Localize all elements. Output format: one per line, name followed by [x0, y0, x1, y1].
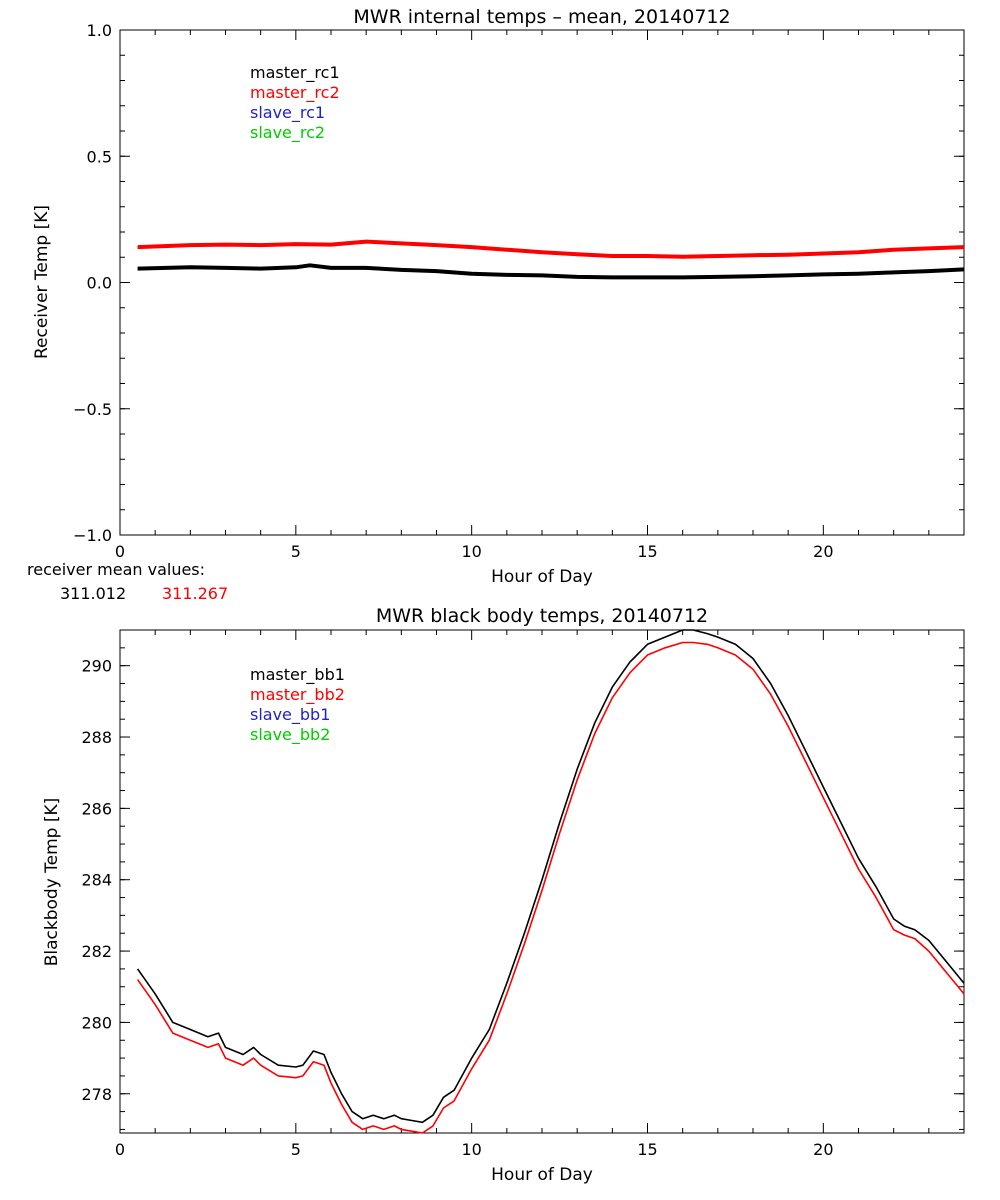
x-tick-label: 5	[291, 542, 301, 561]
legend-entry-master_bb2: master_bb2	[250, 685, 345, 705]
chart-title: MWR black body temps, 20140712	[376, 605, 708, 627]
y-tick-label: 0.0	[87, 274, 112, 293]
x-tick-label: 15	[637, 542, 657, 561]
receiver-mean-value-1: 311.012	[60, 584, 126, 603]
receiver-mean-value-2: 311.267	[162, 584, 228, 603]
y-tick-label: 0.5	[87, 147, 112, 166]
legend-entry-slave_bb2: slave_bb2	[250, 725, 330, 745]
y-tick-label: 286	[81, 799, 112, 818]
y-axis-label: Receiver Temp [K]	[32, 205, 52, 359]
y-tick-label: −0.5	[73, 400, 112, 419]
legend-entry-slave_bb1: slave_bb1	[250, 705, 330, 725]
y-tick-label: 1.0	[87, 21, 112, 40]
x-tick-label: 0	[115, 542, 125, 561]
series-line-master_rc2	[137, 239, 965, 259]
blackbody-temp-panel: MWR black body temps, 20140712 0 5 10 15 20 2…	[42, 605, 965, 1185]
legend-entry-master_rc2: master_rc2	[250, 83, 340, 103]
series-line-master_bb2	[136, 641, 965, 1134]
x-tick-label: 10	[461, 1140, 481, 1159]
x-tick-label: 20	[813, 1140, 833, 1159]
x-axis-label: Hour of Day	[491, 1165, 593, 1185]
chart-title: MWR internal temps – mean, 20140712	[353, 6, 730, 28]
x-tick-label: 15	[637, 1140, 657, 1159]
x-axis-label: Hour of Day	[491, 567, 593, 587]
plot-frame	[119, 29, 965, 536]
y-tick-label: 284	[81, 871, 112, 890]
y-tick-label: −1.0	[73, 526, 112, 545]
legend-entry-master_rc1: master_rc1	[250, 63, 340, 83]
receiver-mean-label: receiver mean values:	[27, 560, 205, 579]
x-tick-label: 5	[291, 1140, 301, 1159]
legend-entry-master_bb1: master_bb1	[250, 665, 345, 685]
receiver-temp-panel: MWR internal temps – mean, 20140712 0 5 10…	[27, 6, 965, 603]
x-tick-label: 0	[115, 1140, 125, 1159]
y-axis-label: Blackbody Temp [K]	[42, 798, 62, 967]
x-tick-label: 20	[813, 542, 833, 561]
y-tick-label: 278	[81, 1085, 112, 1104]
y-tick-label: 280	[81, 1013, 112, 1032]
y-tick-label: 288	[81, 728, 112, 747]
legend-entry-slave_rc1: slave_rc1	[250, 103, 325, 123]
y-tick-label: 282	[81, 942, 112, 961]
series-line-master_bb1	[136, 629, 965, 1124]
legend-entry-slave_rc2: slave_rc2	[250, 123, 325, 143]
series-line-master_rc1	[137, 263, 965, 280]
x-tick-label: 10	[461, 542, 481, 561]
y-tick-label: 290	[81, 657, 112, 676]
